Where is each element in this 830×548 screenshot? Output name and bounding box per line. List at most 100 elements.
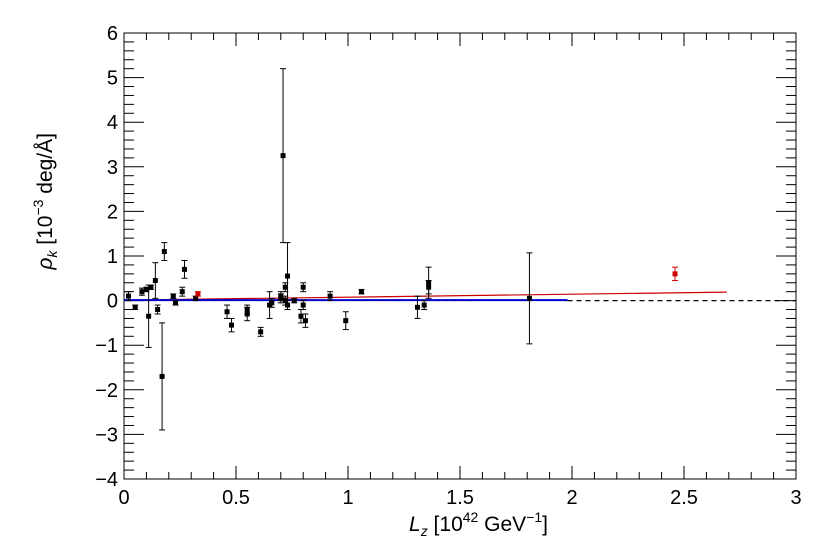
data-point <box>132 304 139 311</box>
data-point <box>161 242 168 261</box>
point-marker <box>132 304 138 310</box>
point-marker <box>155 307 161 313</box>
data-point <box>154 304 161 315</box>
point-marker <box>421 302 427 308</box>
x-tick-label: 0 <box>118 487 129 509</box>
point-marker <box>152 278 158 284</box>
y-axis-unit-post: deg/Å] <box>34 133 57 200</box>
x-tick-label: 2 <box>566 487 577 509</box>
point-marker <box>672 271 678 277</box>
x-tick-label: 1.5 <box>446 487 474 509</box>
y-tick-label: 5 <box>107 68 118 90</box>
point-marker <box>298 313 304 319</box>
y-axis-unit-pre: [10 <box>34 216 57 251</box>
point-marker <box>179 289 185 295</box>
point-marker <box>161 249 167 255</box>
point-marker <box>224 309 230 315</box>
x-axis-title: Lz [1042 GeV−1] <box>409 509 548 539</box>
data-point <box>228 317 235 333</box>
x-tick-label: 0.5 <box>222 487 250 509</box>
data-point <box>181 259 188 279</box>
point-marker <box>414 304 420 310</box>
data-point <box>125 291 132 302</box>
point-marker <box>159 373 165 379</box>
data-point <box>291 297 298 304</box>
x-axis-unit-post: GeV <box>478 513 526 536</box>
x-tick-label: 3 <box>790 487 801 509</box>
y-tick-label: −2 <box>95 380 118 402</box>
data-point <box>257 326 264 337</box>
y-axis-title: ρk [10−3 deg/Å] <box>30 133 60 271</box>
data-point <box>526 252 533 345</box>
x-axis-unit-exp: 42 <box>463 509 479 525</box>
x-axis-unit-pre: [10 <box>428 513 463 536</box>
point-marker <box>302 318 308 324</box>
y-tick-label: −3 <box>95 424 118 446</box>
point-marker <box>285 273 291 279</box>
point-marker <box>195 291 201 297</box>
point-marker <box>358 289 364 295</box>
data-point <box>145 284 152 348</box>
point-marker <box>300 302 306 308</box>
point-marker <box>258 329 264 335</box>
point-marker <box>143 286 149 292</box>
data-point <box>268 297 275 308</box>
point-marker <box>181 266 187 272</box>
y-tick-label: 6 <box>107 23 118 45</box>
y-tick-label: 3 <box>107 157 118 179</box>
point-marker <box>280 153 286 159</box>
data-point <box>300 300 307 311</box>
data-point <box>147 284 154 290</box>
point-marker <box>291 298 297 304</box>
y-tick-label: 0 <box>107 291 118 313</box>
red-data-point <box>194 291 201 297</box>
plot-frame <box>123 32 797 480</box>
x-axis-unit-close: ] <box>542 513 548 536</box>
reference-lines <box>123 291 796 302</box>
y-tick-label: 1 <box>107 246 118 268</box>
point-marker <box>146 313 152 319</box>
x-axis-unit-post-exp: −1 <box>526 509 542 525</box>
data-point <box>358 288 365 295</box>
red-data-point <box>672 266 679 282</box>
data-point <box>152 262 159 299</box>
red-fit-line <box>123 291 727 301</box>
point-marker <box>170 293 176 299</box>
point-marker <box>125 293 131 299</box>
data-point <box>327 291 334 302</box>
point-marker <box>269 300 275 306</box>
axis-ticks: 0 0.5 1 1.5 2 2.5 3 −4 −3 −2 −1 0 1 2 3 4 5 6 <box>95 23 801 509</box>
point-marker <box>139 289 145 295</box>
data-point <box>300 282 307 293</box>
data-point <box>244 306 251 322</box>
x-axis-subscript: z <box>420 523 428 539</box>
y-axis-subscript: k <box>44 250 60 258</box>
data-point <box>284 300 291 311</box>
data-points <box>125 68 679 431</box>
data-point <box>342 311 349 331</box>
y-axis-symbol: ρ <box>34 258 57 271</box>
point-marker <box>526 295 532 301</box>
y-tick-label: 2 <box>107 201 118 223</box>
y-axis-unit-exp: −3 <box>30 199 46 215</box>
point-marker <box>426 284 432 290</box>
point-marker <box>282 284 288 290</box>
x-axis-symbol: L <box>409 513 421 536</box>
y-tick-label: 4 <box>107 112 118 134</box>
data-point <box>425 280 432 295</box>
x-tick-label: 2.5 <box>670 487 698 509</box>
data-point <box>224 304 231 319</box>
y-tick-label: −1 <box>95 335 118 357</box>
point-marker <box>193 295 199 301</box>
data-point <box>159 322 166 431</box>
data-point <box>421 300 428 311</box>
point-marker <box>229 322 235 328</box>
point-marker <box>173 300 179 306</box>
point-marker <box>343 318 349 324</box>
x-tick-label: 1 <box>342 487 353 509</box>
y-tick-label: −4 <box>95 469 118 491</box>
data-point <box>302 313 309 328</box>
point-marker <box>285 302 291 308</box>
data-point <box>172 300 179 306</box>
